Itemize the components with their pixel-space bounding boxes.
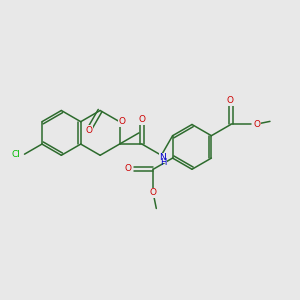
Text: O: O (254, 120, 260, 129)
Text: N: N (160, 153, 166, 162)
Text: O: O (125, 164, 132, 173)
Text: O: O (226, 96, 233, 105)
Text: H: H (160, 158, 166, 166)
Text: O: O (85, 126, 93, 135)
Text: O: O (118, 117, 125, 126)
Text: O: O (138, 116, 146, 124)
Text: Cl: Cl (12, 150, 21, 159)
Text: O: O (150, 188, 157, 197)
